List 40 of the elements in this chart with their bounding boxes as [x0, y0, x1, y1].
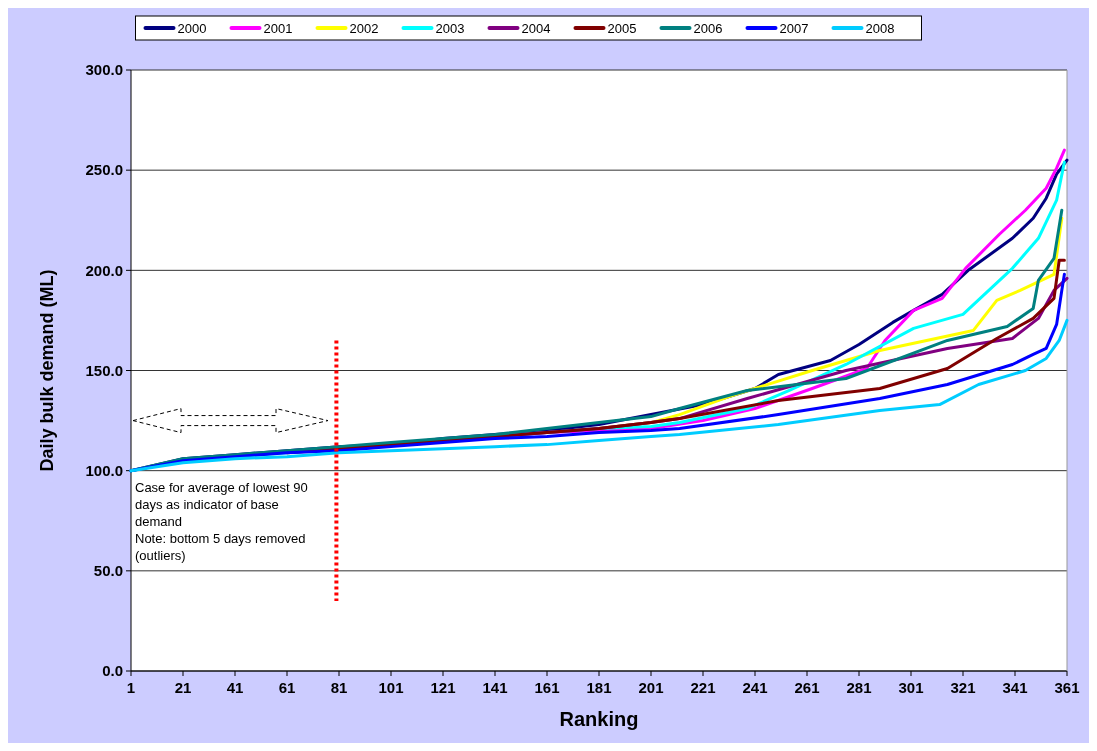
x-tick-label: 121 [430, 679, 456, 696]
x-tick-label: 141 [482, 679, 508, 696]
line-series [129, 318, 1069, 473]
legend-label: 2008 [865, 20, 895, 36]
y-tick-label: 200.0 [85, 261, 123, 279]
x-axis-title: Ranking [559, 708, 639, 730]
x-tick-label: 101 [378, 679, 404, 696]
y-tick-label: 150.0 [85, 361, 123, 379]
legend-label: 2000 [177, 20, 207, 36]
y-tick-label: 300.0 [85, 61, 123, 79]
annotation: Note: bottom 5 days removed (outliers) [135, 529, 307, 564]
x-tick-label: 1 [126, 679, 136, 696]
x-tick-label: 21 [174, 679, 192, 696]
x-tick-label: 261 [794, 679, 820, 696]
x-tick-label: 301 [898, 679, 924, 696]
x-tick-label: 361 [1054, 679, 1080, 696]
x-tick-label: 241 [742, 679, 768, 696]
y-tick-label: 100.0 [85, 461, 123, 479]
x-tick-label: 61 [278, 679, 296, 696]
y-axis-title: Daily bulk demand (ML) [37, 269, 57, 472]
x-tick-label: 341 [1002, 679, 1028, 696]
legend-label: 2003 [435, 20, 465, 36]
legend-label: 2004 [521, 20, 551, 36]
legend-label: 2006 [693, 20, 723, 36]
y-tick-label: 0.0 [102, 662, 123, 680]
x-tick-label: 201 [638, 679, 664, 696]
legend-label: 2005 [607, 20, 637, 36]
x-tick-label: 81 [330, 679, 348, 696]
legend-label: 2002 [349, 20, 379, 36]
y-tick-label: 50.0 [93, 562, 123, 580]
y-tick-label: 250.0 [85, 161, 123, 179]
annotation: Case for average of lowest 90 days as indicator of base demand [135, 478, 309, 530]
legend-label: 2007 [779, 20, 809, 36]
x-tick-label: 161 [534, 679, 560, 696]
x-tick-label: 181 [586, 679, 612, 696]
legend-label: 2001 [263, 20, 293, 36]
x-tick-label: 221 [690, 679, 716, 696]
x-tick-label: 281 [846, 679, 872, 696]
x-tick-label: 41 [226, 679, 244, 696]
x-tick-label: 321 [950, 679, 976, 696]
